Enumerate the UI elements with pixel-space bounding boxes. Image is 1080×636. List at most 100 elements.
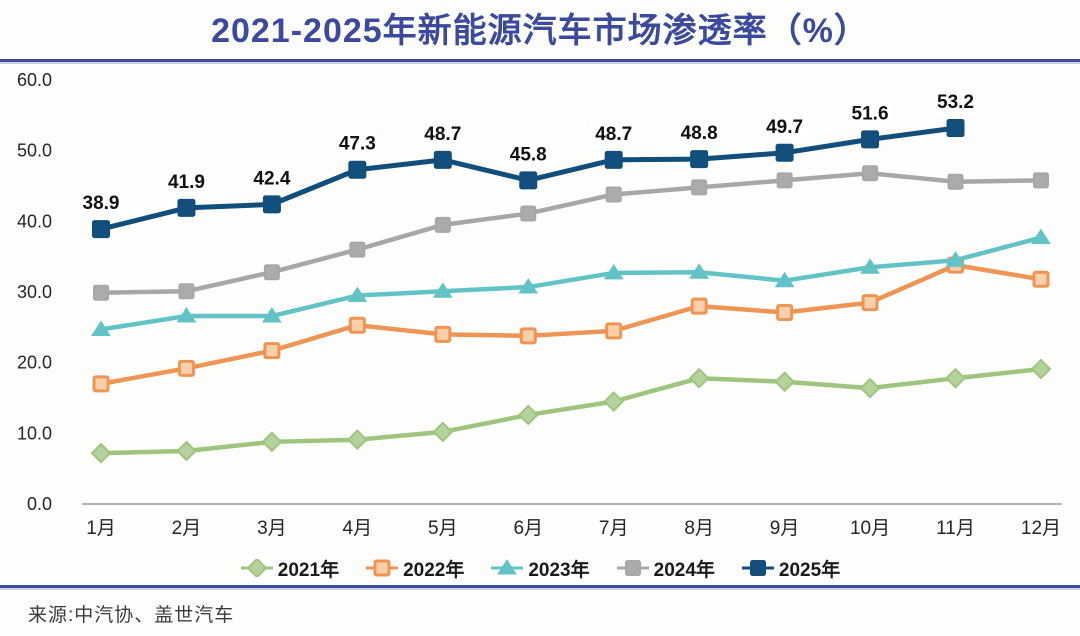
y-axis-tick-label: 10.0 [17,423,52,443]
series-marker [859,377,881,399]
series-marker [432,282,453,298]
data-label-chip [248,166,295,190]
series-line [98,262,1044,387]
x-axis-tick-label: 1月 [86,518,116,539]
x-axis-tick-label: 6月 [513,518,543,539]
x-axis-tick-label: 8月 [684,518,714,539]
legend-marker-icon [741,560,774,576]
legend-label: 2022年 [403,559,465,581]
source-note: 来源:中汽协、盖世汽车 [28,605,235,626]
series-2024年 [93,165,1049,301]
line-chart: 0.0 10.0 20.0 30.0 40.0 50.0 60.0 1月 2月 3月 4月 5月 6月 7… [17,70,1062,539]
x-axis-tick-label: 11月 [936,518,975,539]
series-marker [246,559,268,577]
chart-title: 2021-2025年新能源汽车市场渗透率（%） [211,12,869,50]
series-marker [605,322,623,340]
title-divider-line [0,59,1080,62]
series-marker [517,404,539,426]
series-2021年 [90,358,1052,464]
legend-marker-icon [240,559,273,577]
series-marker [688,367,710,389]
series-marker [862,165,879,182]
series-marker [263,264,280,281]
y-axis-tick-label: 20.0 [17,353,52,373]
data-label-chip [590,121,637,145]
series-marker [775,143,794,162]
legend-marker-icon [366,559,399,577]
series-marker [373,559,391,577]
series-marker [689,263,710,279]
series-marker [603,263,624,280]
series-marker [774,271,795,288]
x-axis-tick-label: 9月 [770,518,800,539]
legend-label: 2021年 [277,559,340,581]
series-marker [519,327,537,345]
x-axis-tick-label: 3月 [257,518,287,539]
series-marker [605,186,622,203]
series-marker [178,283,195,300]
series-marker [776,303,794,321]
data-label: 49.7 [766,117,803,138]
legend-marker-icon [616,560,649,576]
series-marker [690,297,708,315]
series-marker [349,241,366,258]
legend-item-2022年: 2022年 [365,555,464,582]
series-2023年 [91,228,1051,336]
series-marker [261,431,283,453]
data-label: 53.2 [937,92,974,113]
data-label-chip [932,90,979,114]
y-axis-tick-label: 40.0 [17,211,52,231]
series-marker [261,307,282,323]
data-label: 38.9 [83,193,120,214]
series-marker [348,316,366,334]
series-marker [519,171,538,190]
legend-divider-line [0,585,1080,588]
series-line [98,366,1044,456]
series-marker [691,179,708,196]
legend-label: 2025年 [778,559,841,581]
series-marker [1030,358,1052,380]
legend-marker-icon [491,559,524,575]
series-marker [262,195,281,214]
data-label: 48.7 [424,124,461,145]
data-label: 48.8 [681,123,718,144]
legend-item-2025年: 2025年 [741,555,840,582]
series-marker [176,307,197,323]
x-axis-tick-label: 10月 [850,518,890,539]
series-marker [861,294,879,312]
series-marker [1031,228,1051,245]
series-marker [518,278,539,294]
series-marker [177,198,196,217]
series-marker [749,560,766,576]
series-marker [92,220,110,239]
series-marker [945,251,966,267]
series-marker [90,442,112,464]
y-axis-tick-label: 60.0 [17,70,52,90]
series-line [98,235,1044,332]
data-label: 48.7 [595,124,632,145]
data-label-chip [78,191,124,215]
x-axis-tick-label: 7月 [599,518,629,539]
series-marker [177,359,195,377]
series-marker [861,130,880,149]
legend-label: 2023年 [528,559,590,581]
chart-legend: 2021年 2022年 2023年 2024年 2025年 [0,554,1080,582]
series-marker [946,119,965,138]
y-axis-tick-label: 30.0 [17,282,52,302]
series-marker [91,320,111,336]
series-marker [176,440,197,462]
series-marker [947,173,964,190]
series-marker [433,150,452,169]
x-axis-tick-label: 5月 [428,518,458,539]
series-marker [432,421,454,443]
series-marker [690,150,709,169]
x-axis-tick-label: 4月 [343,518,373,539]
x-axis-tick-label: 12月 [1021,518,1061,539]
y-axis-tick-label: 50.0 [17,141,52,161]
series-marker [346,429,368,451]
legend-item-2024年: 2024年 [616,555,715,582]
series-marker [860,258,880,274]
series-marker [1032,270,1050,288]
data-label-chip [761,114,808,138]
